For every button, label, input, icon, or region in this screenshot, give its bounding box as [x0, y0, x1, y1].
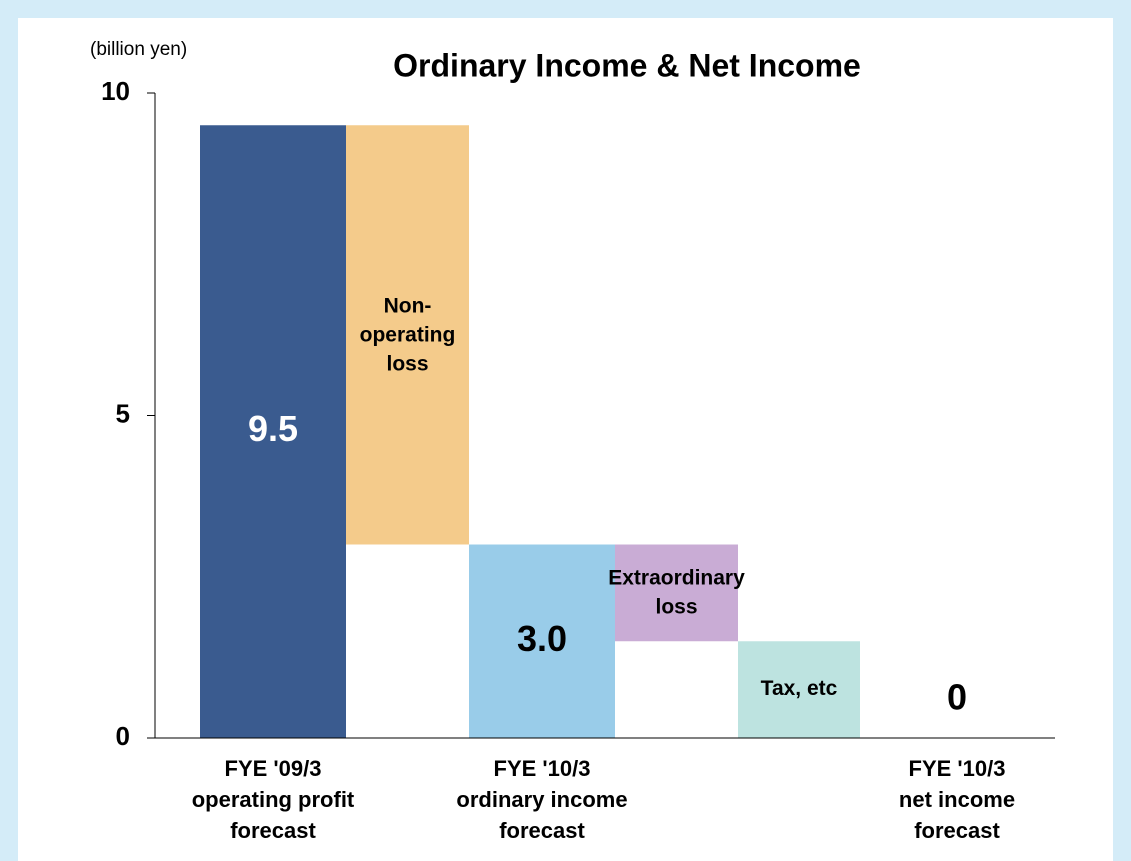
- bar: [615, 544, 738, 642]
- value-label: 0: [947, 677, 967, 718]
- x-tick-label: forecast: [499, 818, 585, 843]
- x-tick-label: forecast: [230, 818, 316, 843]
- value-label: 3.0: [517, 618, 567, 659]
- bar: [346, 125, 469, 545]
- bar-label: Non-: [384, 294, 432, 317]
- bar-label: Tax, etc: [761, 677, 838, 700]
- x-tick-label: forecast: [914, 818, 1000, 843]
- y-tick-label: 5: [116, 398, 130, 428]
- x-tick-label: net income: [899, 787, 1015, 812]
- x-tick-label: ordinary income: [456, 787, 627, 812]
- unit-label: (billion yen): [90, 39, 187, 60]
- y-tick-label: 0: [116, 721, 130, 751]
- x-tick-label: FYE '10/3: [909, 756, 1006, 781]
- bar-label: loss: [655, 595, 697, 618]
- x-tick-label: FYE '10/3: [494, 756, 591, 781]
- value-label: 9.5: [248, 408, 298, 449]
- bar: [200, 125, 346, 738]
- bar-label: operating: [360, 323, 456, 346]
- x-tick-label: FYE '09/3: [225, 756, 322, 781]
- y-tick-label: 10: [101, 76, 130, 106]
- chart-title: Ordinary Income & Net Income: [393, 47, 861, 83]
- bar: [738, 641, 860, 738]
- x-tick-label: operating profit: [192, 787, 355, 812]
- bar-label: loss: [386, 352, 428, 375]
- bar-label: Extraordinary: [608, 566, 745, 589]
- bar: [469, 544, 615, 738]
